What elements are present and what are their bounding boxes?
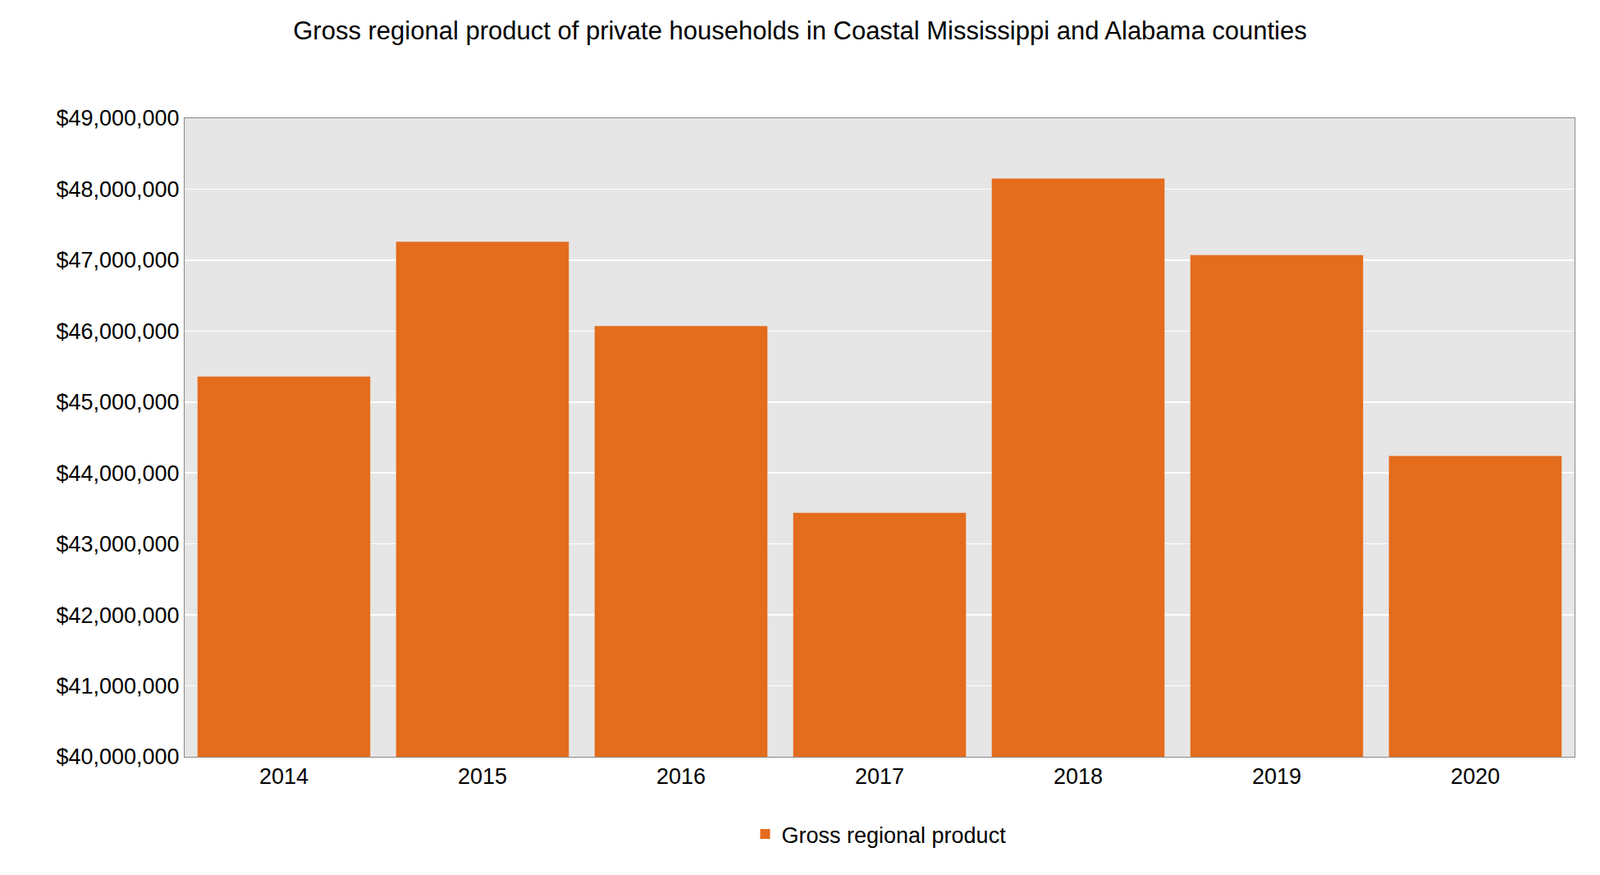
- svg-text:$44,000,000: $44,000,000: [55, 461, 179, 486]
- svg-text:2014: 2014: [259, 763, 309, 789]
- svg-text:$41,000,000: $41,000,000: [55, 673, 179, 699]
- svg-text:2019: 2019: [1252, 763, 1302, 789]
- svg-text:$43,000,000: $43,000,000: [55, 531, 179, 557]
- svg-text:$47,000,000: $47,000,000: [55, 247, 179, 273]
- svg-text:$40,000,000: $40,000,000: [55, 744, 179, 769]
- svg-text:2017: 2017: [854, 763, 905, 789]
- svg-text:2016: 2016: [656, 763, 706, 789]
- svg-text:$45,000,000: $45,000,000: [55, 389, 179, 415]
- svg-text:2018: 2018: [1053, 763, 1103, 789]
- svg-text:$48,000,000: $48,000,000: [55, 177, 179, 202]
- svg-text:2015: 2015: [457, 763, 508, 789]
- svg-text:$49,000,000: $49,000,000: [55, 105, 179, 131]
- svg-text:Gross regional product of priv: Gross regional product of private househ…: [292, 16, 1308, 46]
- svg-text:$42,000,000: $42,000,000: [55, 603, 179, 628]
- svg-text:Gross regional product: Gross regional product: [781, 822, 1007, 848]
- svg-text:$46,000,000: $46,000,000: [55, 319, 179, 344]
- svg-text:2020: 2020: [1450, 763, 1500, 789]
